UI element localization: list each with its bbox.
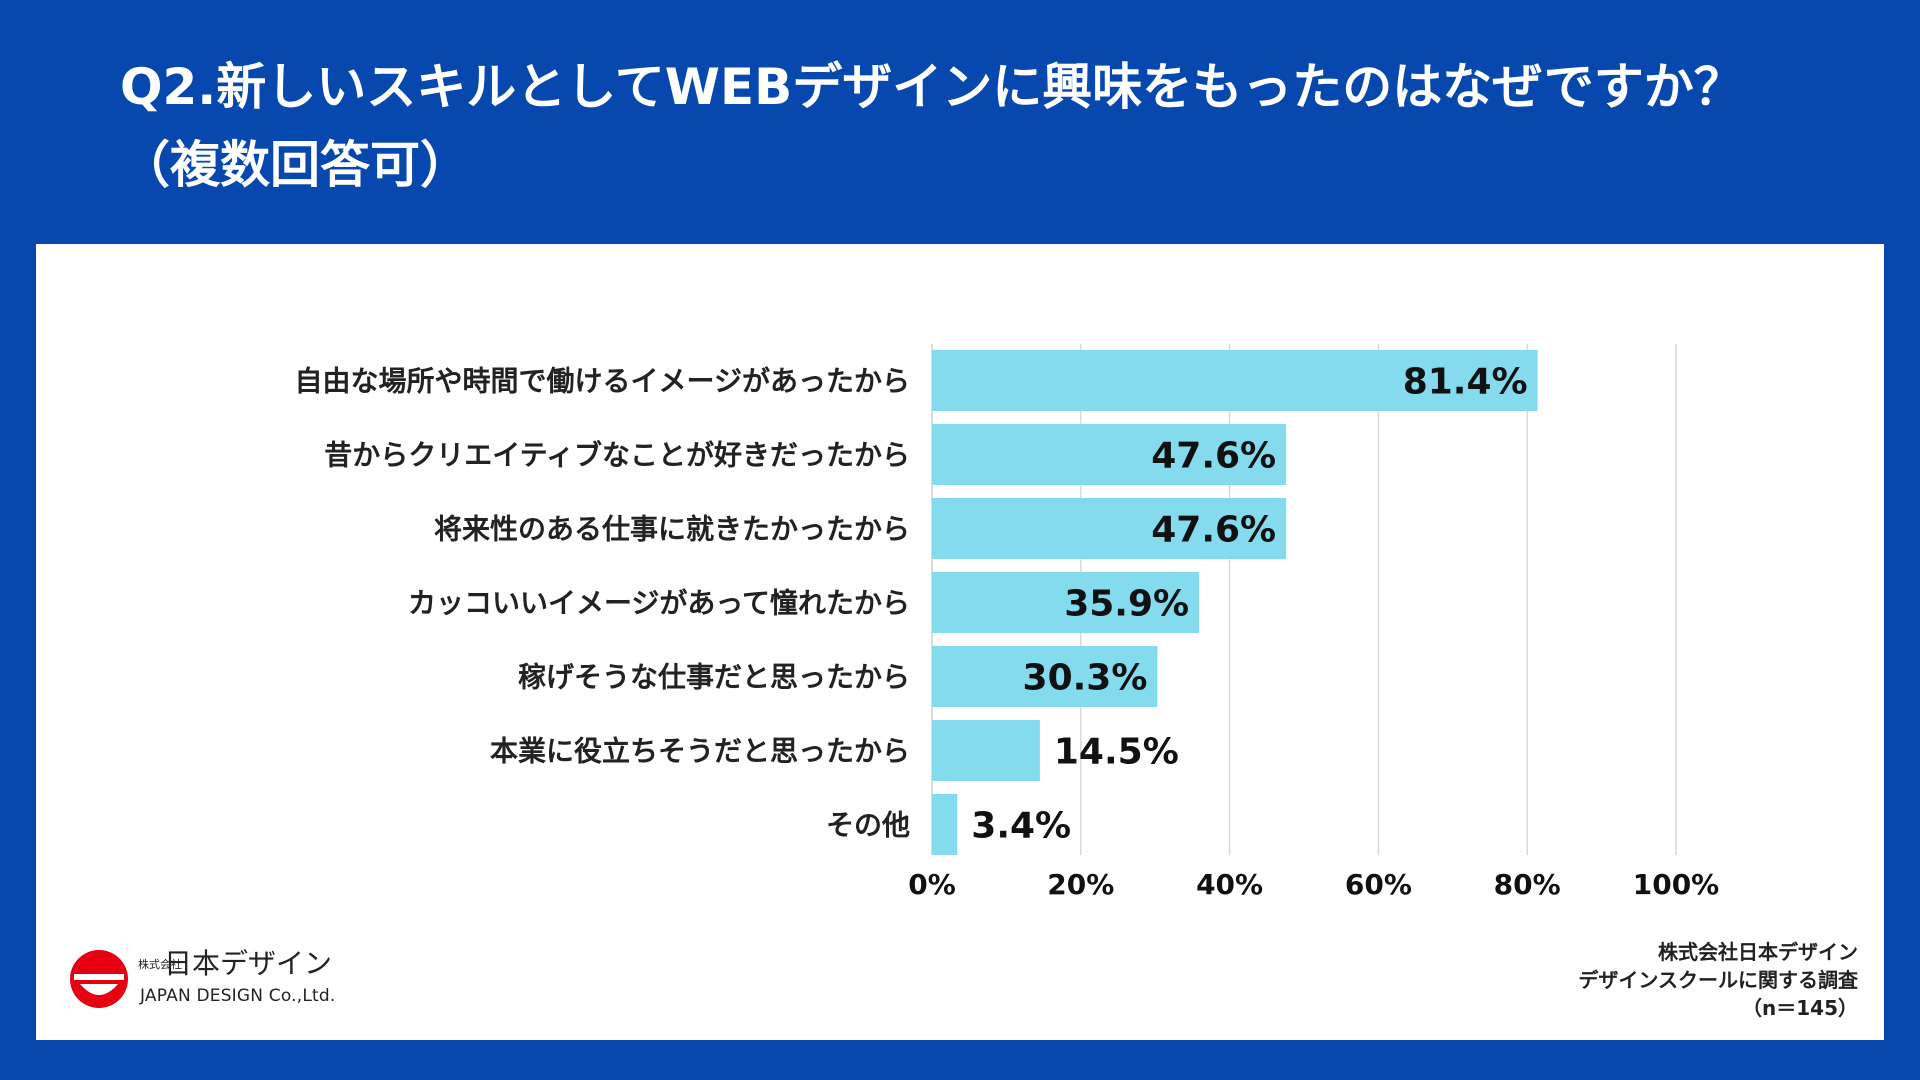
category-label: 稼げそうな仕事だと思ったから [518,661,910,694]
category-label: 自由な場所や時間で働けるイメージがあったから [295,365,910,398]
value-label: 30.3% [1023,658,1148,699]
x-tick-label: 0% [908,868,956,901]
x-tick-label: 80% [1494,868,1561,901]
bar [932,498,1287,559]
category-label: その他 [826,809,910,842]
logo-name-en: JAPAN DESIGN Co.,Ltd. [140,986,336,1006]
labels: 0% 20% 40% 60% 80% 100% 自由な場所や時間で働けるイメージがあったから… [295,362,1720,902]
bar [932,572,1200,633]
logo-small-text: 株式会社 [138,958,182,971]
bar [932,794,958,855]
bar [932,646,1158,707]
source-line-2: デザインスクールに関する調査 [1578,968,1858,992]
value-label: 14.5% [1054,732,1179,773]
x-tick-label: 100% [1633,868,1720,901]
source-line-3: （n＝145） [1742,996,1858,1020]
value-label: 47.6% [1151,510,1276,551]
rising-sun-logo-icon [70,950,128,1008]
x-tick-label: 20% [1047,868,1114,901]
source-line-1: 株式会社日本デザイン [1658,940,1858,964]
value-label: 47.6% [1151,436,1276,477]
bars [932,350,1538,855]
bar [932,720,1040,781]
value-label: 35.9% [1064,584,1189,625]
company-logo: 株式会社日本デザイン JAPAN DESIGN Co.,Ltd. [68,944,358,1016]
category-label: 将来性のある仕事に就きたかったから [434,513,910,546]
chart-panel: 0% 20% 40% 60% 80% 100% 自由な場所や時間で働けるイメージがあったから… [36,244,1884,1040]
logo-name-jp: 株式会社日本デザイン [138,948,332,980]
value-label: 81.4% [1403,362,1528,403]
x-tick-label: 40% [1196,868,1263,901]
category-label: カッコいいイメージがあって憧れたから [408,587,910,620]
bar [932,350,1538,411]
bar-chart: 0% 20% 40% 60% 80% 100% 自由な場所や時間で働けるイメージがあったから… [295,344,1720,902]
value-label: 3.4% [971,806,1071,847]
logo-name: 日本デザイン [164,947,333,980]
category-label: 昔からクリエイティブなことが好きだったから [324,439,910,472]
chart-title: Q2.新しいスキルとしてWEBデザインに興味をもったのはなぜですか？（複数回答可… [120,58,1744,194]
category-label: 本業に役立ちそうだと思ったから [490,735,910,768]
bar [932,424,1287,485]
x-tick-label: 60% [1345,868,1412,901]
source-note: 株式会社日本デザイン デザインスクールに関する調査 （n＝145） [1578,938,1858,1022]
